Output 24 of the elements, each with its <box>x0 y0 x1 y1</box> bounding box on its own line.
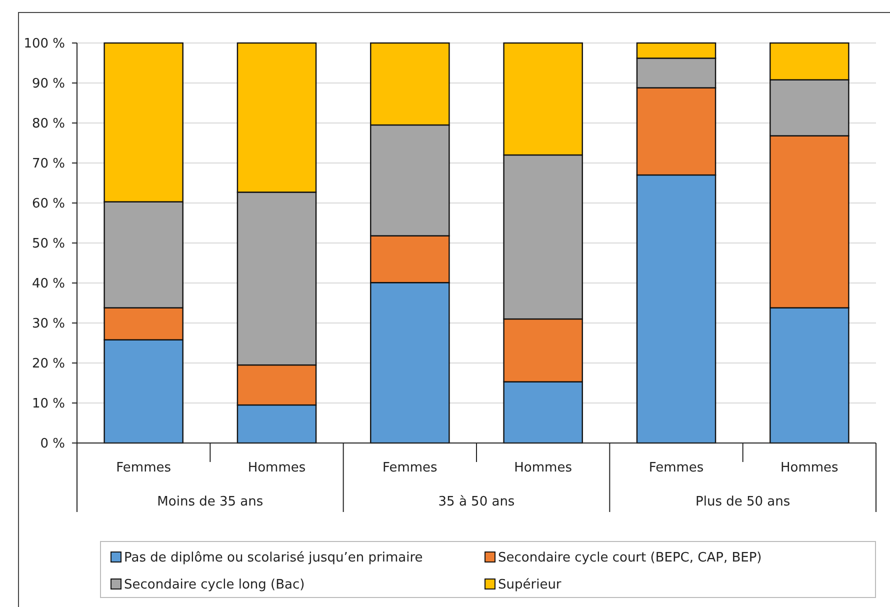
x-tick-label: Hommes <box>514 460 572 476</box>
text: 35 à 50 ans <box>438 494 515 510</box>
x-tick-label: Femmes <box>116 460 172 476</box>
y-tick-label: 10 % <box>32 396 65 412</box>
text: Plus de 50 ans <box>696 494 790 510</box>
y-tick-label: 100 % <box>24 36 65 52</box>
y-tick-label: 70 % <box>32 156 65 172</box>
legend-label: Pas de diplôme ou scolarisé jusqu’en primaire <box>124 550 423 566</box>
x-tick-label: Femmes <box>648 460 704 476</box>
y-tick-label: 40 % <box>32 276 65 292</box>
x-tick-label: Hommes <box>780 460 839 476</box>
y-tick-label: 80 % <box>32 116 65 132</box>
legend-label: Secondaire cycle long (Bac) <box>124 578 305 593</box>
x-tick-label: Femmes <box>382 460 438 476</box>
y-tick-label: 60 % <box>32 196 65 212</box>
y-tick-label: 50 % <box>32 236 65 252</box>
text: Moins de 35 ans <box>157 494 264 510</box>
legend-label: Secondaire cycle court (BEPC, CAP, BEP) <box>498 550 762 566</box>
y-tick-label: 20 % <box>32 356 65 372</box>
y-tick-label: 30 % <box>32 316 65 332</box>
y-tick-label: 0 % <box>40 436 65 452</box>
x-tick-label: Hommes <box>248 460 306 476</box>
legend-label: Supérieur <box>498 578 562 593</box>
y-tick-label: 90 % <box>32 76 65 92</box>
